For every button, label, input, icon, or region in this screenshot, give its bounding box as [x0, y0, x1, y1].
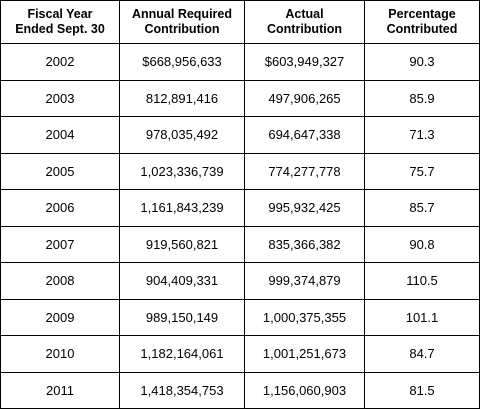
table-row: 2011 1,418,354,753 1,156,060,903 81.5 [0, 371, 480, 409]
cell-percentage-contributed: 81.5 [364, 371, 480, 409]
header-percentage-contributed-line2: Contributed [386, 22, 458, 36]
header-annual-required-line1: Annual Required [131, 7, 232, 21]
cell-actual-contribution: 1,000,375,355 [244, 298, 365, 336]
cell-actual-contribution: 999,374,879 [244, 262, 365, 300]
cell-annual-required: $668,956,633 [119, 43, 245, 81]
header-actual-contribution-line2: Contribution [267, 22, 342, 36]
cell-fiscal-year: 2006 [0, 189, 120, 227]
cell-percentage-contributed: 71.3 [364, 116, 480, 154]
cell-actual-contribution: 1,156,060,903 [244, 371, 365, 409]
cell-actual-contribution: 774,277,778 [244, 152, 365, 190]
cell-fiscal-year: 2005 [0, 152, 120, 190]
table-row: 2002 $668,956,633 $603,949,327 90.3 [0, 43, 480, 81]
table-row: 2004 978,035,492 694,647,338 71.3 [0, 116, 480, 154]
cell-percentage-contributed: 75.7 [364, 152, 480, 190]
table-row: 2006 1,161,843,239 995,932,425 85.7 [0, 189, 480, 227]
cell-percentage-contributed: 90.3 [364, 43, 480, 81]
header-actual-contribution-line1: Actual [285, 7, 324, 21]
cell-percentage-contributed: 85.7 [364, 189, 480, 227]
cell-percentage-contributed: 110.5 [364, 262, 480, 300]
cell-actual-contribution: 1,001,251,673 [244, 335, 365, 373]
table-row: 2010 1,182,164,061 1,001,251,673 84.7 [0, 335, 480, 373]
cell-actual-contribution: 995,932,425 [244, 189, 365, 227]
cell-annual-required: 1,418,354,753 [119, 371, 245, 409]
cell-fiscal-year: 2010 [0, 335, 120, 373]
cell-actual-contribution: $603,949,327 [244, 43, 365, 81]
cell-actual-contribution: 497,906,265 [244, 79, 365, 117]
table-row: 2008 904,409,331 999,374,879 110.5 [0, 262, 480, 300]
cell-fiscal-year: 2002 [0, 43, 120, 81]
table-row: 2003 812,891,416 497,906,265 85.9 [0, 79, 480, 117]
cell-actual-contribution: 694,647,338 [244, 116, 365, 154]
cell-annual-required: 989,150,149 [119, 298, 245, 336]
table-body: 2002 $668,956,633 $603,949,327 90.3 2003… [0, 43, 480, 409]
cell-annual-required: 1,161,843,239 [119, 189, 245, 227]
table-row: 2009 989,150,149 1,000,375,355 101.1 [0, 298, 480, 336]
table-row: 2007 919,560,821 835,366,382 90.8 [0, 225, 480, 263]
cell-percentage-contributed: 85.9 [364, 79, 480, 117]
cell-annual-required: 978,035,492 [119, 116, 245, 154]
cell-annual-required: 904,409,331 [119, 262, 245, 300]
cell-percentage-contributed: 90.8 [364, 225, 480, 263]
cell-percentage-contributed: 101.1 [364, 298, 480, 336]
cell-annual-required: 812,891,416 [119, 79, 245, 117]
header-annual-required: Annual Required Contribution [119, 0, 245, 44]
header-row: Fiscal Year Ended Sept. 30 Annual Requir… [0, 0, 480, 44]
header-actual-contribution: Actual Contribution [244, 0, 365, 44]
header-fiscal-year: Fiscal Year Ended Sept. 30 [0, 0, 120, 44]
header-fiscal-year-line2: Ended Sept. 30 [15, 22, 105, 36]
cell-annual-required: 919,560,821 [119, 225, 245, 263]
cell-fiscal-year: 2011 [0, 371, 120, 409]
cell-percentage-contributed: 84.7 [364, 335, 480, 373]
cell-fiscal-year: 2007 [0, 225, 120, 263]
cell-fiscal-year: 2009 [0, 298, 120, 336]
header-annual-required-line2: Contribution [144, 22, 220, 36]
header-percentage-contributed-line1: Percentage [388, 7, 456, 21]
cell-actual-contribution: 835,366,382 [244, 225, 365, 263]
cell-annual-required: 1,023,336,739 [119, 152, 245, 190]
cell-fiscal-year: 2003 [0, 79, 120, 117]
table-row: 2005 1,023,336,739 774,277,778 75.7 [0, 152, 480, 190]
header-percentage-contributed: Percentage Contributed [364, 0, 480, 44]
header-fiscal-year-line1: Fiscal Year [27, 7, 93, 21]
cell-fiscal-year: 2008 [0, 262, 120, 300]
table-header: Fiscal Year Ended Sept. 30 Annual Requir… [0, 0, 480, 44]
cell-fiscal-year: 2004 [0, 116, 120, 154]
cell-annual-required: 1,182,164,061 [119, 335, 245, 373]
